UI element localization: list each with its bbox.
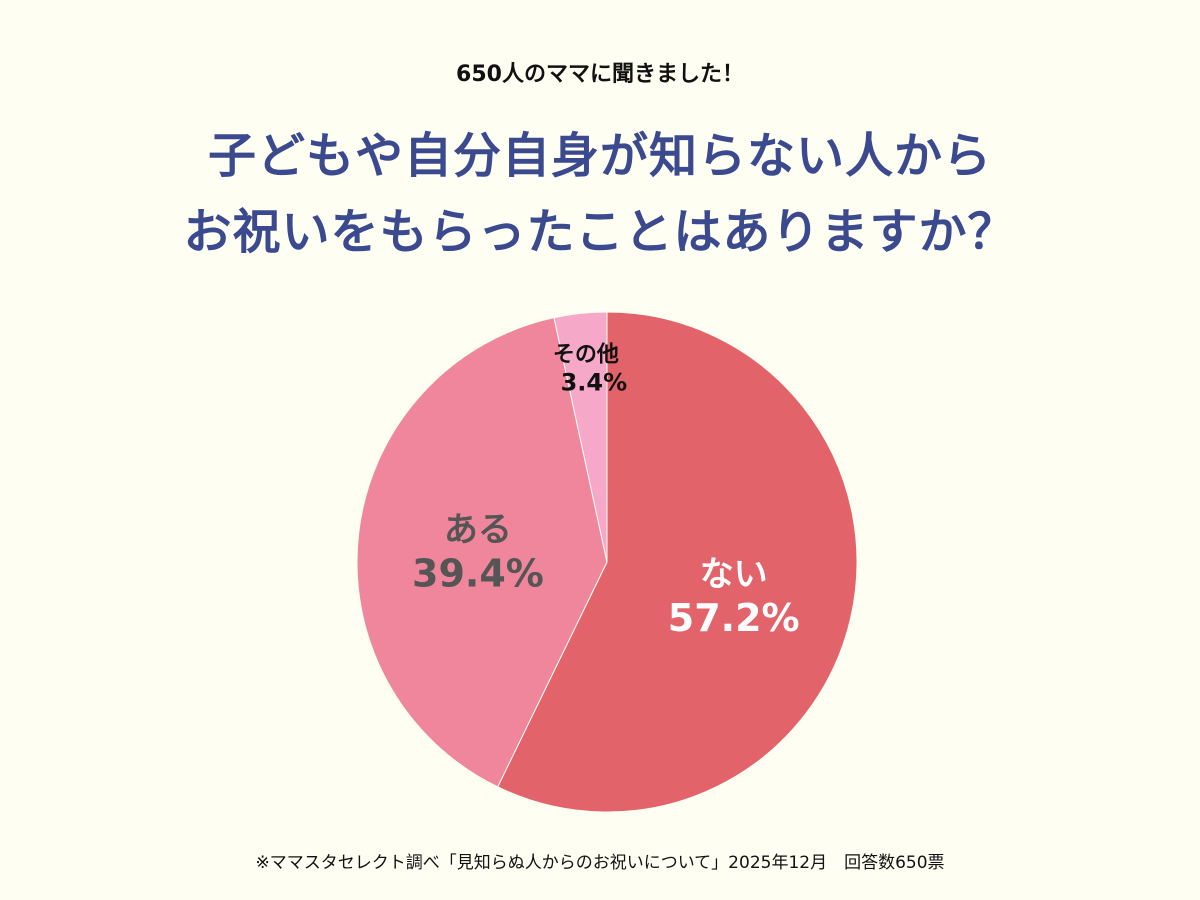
slice-value-label-1: 39.4%: [412, 551, 544, 595]
subtitle: 650人のママに聞きました！: [456, 62, 744, 87]
slice-label-2: その他: [553, 343, 619, 368]
pie-slice-1: [356, 317, 608, 788]
title-line-1: 子どもや自分自身が知らない人から: [207, 128, 992, 184]
slice-label-1: ある: [444, 510, 512, 550]
slice-label-0: ない: [700, 554, 768, 594]
slice-value-label-0: 57.2%: [668, 596, 800, 640]
pie-slice-2: [553, 311, 608, 563]
title-line-2: お祝いをもらったことはありますか？: [183, 204, 1017, 260]
page-title: 子どもや自分自身が知らない人から お祝いをもらったことはありますか？: [0, 118, 1200, 270]
pie-slice-0: [497, 311, 858, 813]
slice-value-label-2: 3.4%: [561, 368, 628, 396]
source-note: ※ママスタセレクト調べ「見知らぬ人からのお祝いについて」2025年12月 回答数…: [255, 853, 945, 873]
